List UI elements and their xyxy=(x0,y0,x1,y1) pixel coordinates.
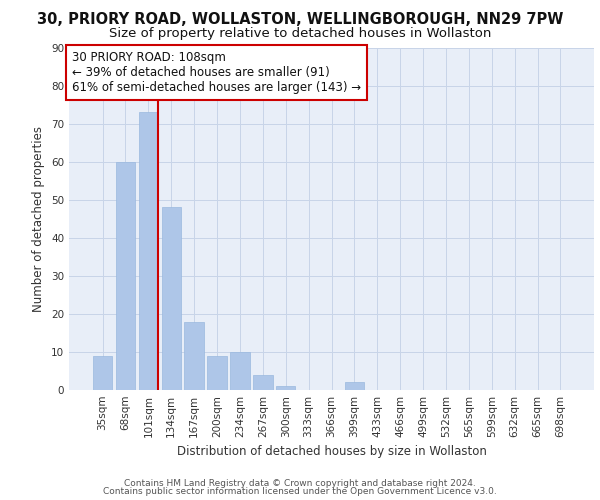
Bar xyxy=(116,162,135,390)
Bar xyxy=(184,322,204,390)
Bar xyxy=(276,386,295,390)
Bar xyxy=(230,352,250,390)
Text: 30 PRIORY ROAD: 108sqm
← 39% of detached houses are smaller (91)
61% of semi-det: 30 PRIORY ROAD: 108sqm ← 39% of detached… xyxy=(71,51,361,94)
Y-axis label: Number of detached properties: Number of detached properties xyxy=(32,126,46,312)
Bar xyxy=(93,356,112,390)
Bar xyxy=(253,375,272,390)
Text: 30, PRIORY ROAD, WOLLASTON, WELLINGBOROUGH, NN29 7PW: 30, PRIORY ROAD, WOLLASTON, WELLINGBOROU… xyxy=(37,12,563,28)
Bar xyxy=(139,112,158,390)
Bar xyxy=(208,356,227,390)
Bar xyxy=(344,382,364,390)
Text: Size of property relative to detached houses in Wollaston: Size of property relative to detached ho… xyxy=(109,28,491,40)
Text: Contains public sector information licensed under the Open Government Licence v3: Contains public sector information licen… xyxy=(103,488,497,496)
Text: Contains HM Land Registry data © Crown copyright and database right 2024.: Contains HM Land Registry data © Crown c… xyxy=(124,478,476,488)
X-axis label: Distribution of detached houses by size in Wollaston: Distribution of detached houses by size … xyxy=(176,446,487,458)
Bar xyxy=(161,208,181,390)
